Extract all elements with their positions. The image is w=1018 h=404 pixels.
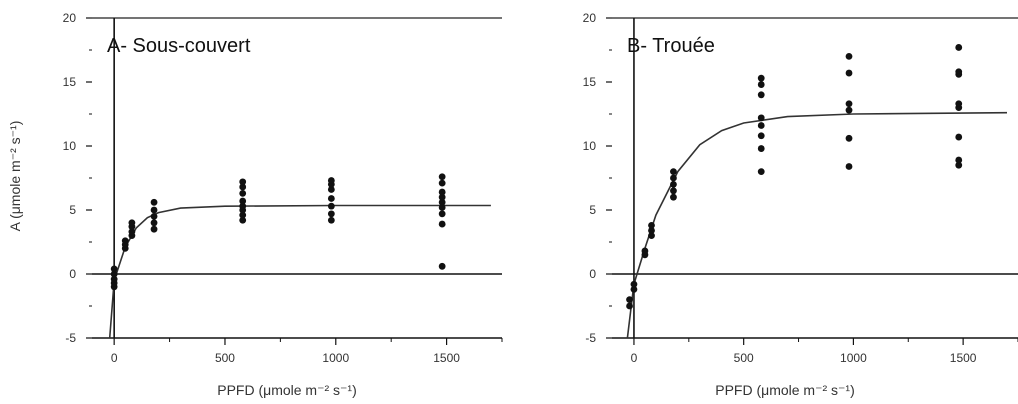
- data-point: [757, 91, 765, 99]
- data-point: [955, 44, 963, 51]
- data-point: [438, 210, 446, 218]
- x-axis-label: PPFD (μmole m⁻² s⁻¹): [715, 382, 855, 398]
- y-tick-label: 15: [63, 75, 77, 89]
- data-point: [438, 198, 446, 206]
- y-tick-label: 20: [63, 11, 77, 25]
- y-tick-label: 20: [583, 11, 597, 25]
- data-point: [955, 133, 963, 141]
- data-point: [845, 134, 853, 142]
- data-point: [110, 270, 118, 278]
- x-axis-label: PPFD (μmole m⁻² s⁻¹): [217, 382, 357, 398]
- x-tick-label: 1500: [433, 351, 460, 365]
- data-point: [757, 168, 765, 176]
- x-tick-label: 0: [111, 351, 118, 365]
- data-point: [626, 296, 633, 303]
- data-point: [955, 100, 963, 108]
- data-point: [239, 189, 247, 197]
- x-tick-label: 500: [734, 351, 754, 365]
- data-point: [327, 186, 335, 193]
- data-point: [110, 265, 118, 273]
- data-point: [955, 156, 963, 164]
- chart-panel-b: 0 500 1000 1500 -5 0 5 10 15 20 B- Trouée PPFD (μmo…: [583, 11, 1018, 398]
- data-point: [150, 219, 158, 227]
- y-tick-label: 5: [589, 203, 596, 217]
- data-point: [438, 262, 446, 270]
- data-point: [757, 81, 765, 88]
- y-tick-label: 5: [69, 203, 76, 217]
- y-tick-label: 15: [583, 75, 597, 89]
- data-point: [630, 285, 638, 293]
- x-tick-label: 0: [631, 351, 638, 365]
- data-point: [438, 179, 446, 187]
- data-point: [438, 220, 446, 228]
- data-point: [845, 53, 853, 60]
- data-point: [670, 174, 677, 182]
- y-tick-label: -5: [65, 331, 76, 345]
- data-point: [128, 219, 136, 227]
- data-point: [626, 302, 633, 310]
- data-point: [327, 216, 335, 224]
- data-point: [648, 232, 655, 240]
- data-point: [438, 188, 446, 196]
- y-tick-label: 10: [63, 139, 77, 153]
- chart-panel-a: 0 500 1000 1500 -5 0 5 10 15 20 A- Sous-couvert PPF…: [7, 11, 503, 398]
- fit-curve: [626, 111, 1008, 339]
- data-point: [670, 187, 677, 195]
- data-point: [845, 106, 853, 114]
- data-point: [327, 210, 335, 218]
- y-axis-label: A (μmole m⁻² s⁻¹): [7, 121, 23, 232]
- data-point: [239, 178, 247, 186]
- data-point: [757, 145, 765, 152]
- data-point: [327, 195, 335, 202]
- data-point: [630, 280, 638, 288]
- data-point: [757, 132, 765, 140]
- data-point: [641, 247, 649, 255]
- data-point: [670, 193, 677, 201]
- data-point: [648, 221, 655, 229]
- data-point: [845, 163, 853, 170]
- data-point: [845, 100, 853, 108]
- panel-title: B- Trouée: [627, 35, 715, 57]
- data-point: [438, 204, 446, 211]
- data-point: [845, 69, 853, 77]
- data-point: [757, 122, 765, 129]
- data-point: [239, 197, 247, 205]
- x-tick-label: 1500: [950, 351, 977, 365]
- x-tick-label: 1000: [322, 351, 349, 365]
- data-point: [670, 168, 677, 176]
- data-point: [327, 177, 335, 184]
- y-tick-label: 0: [69, 267, 76, 281]
- data-point: [648, 227, 655, 234]
- data-point: [150, 213, 158, 220]
- data-point: [955, 68, 963, 76]
- data-point: [239, 183, 247, 191]
- panel-title: A- Sous-couvert: [107, 35, 251, 57]
- data-point: [121, 237, 129, 245]
- data-point: [757, 74, 765, 82]
- data-point: [110, 275, 118, 283]
- data-point: [128, 228, 136, 236]
- data-point: [239, 211, 247, 219]
- x-tick-label: 500: [215, 351, 235, 365]
- data-point: [150, 225, 158, 233]
- data-point: [757, 114, 765, 122]
- data-point: [670, 181, 677, 188]
- data-point: [955, 161, 963, 169]
- data-point: [239, 216, 247, 224]
- data-point: [438, 193, 446, 201]
- data-point: [438, 173, 446, 181]
- data-point: [239, 202, 247, 210]
- y-tick-label: 0: [589, 267, 596, 281]
- data-point: [327, 202, 335, 210]
- x-tick-label: 1000: [840, 351, 867, 365]
- y-tick-label: -5: [585, 331, 596, 345]
- data-point: [150, 198, 158, 206]
- fit-curve: [108, 204, 491, 339]
- y-tick-label: 10: [583, 139, 597, 153]
- data-point: [150, 206, 158, 214]
